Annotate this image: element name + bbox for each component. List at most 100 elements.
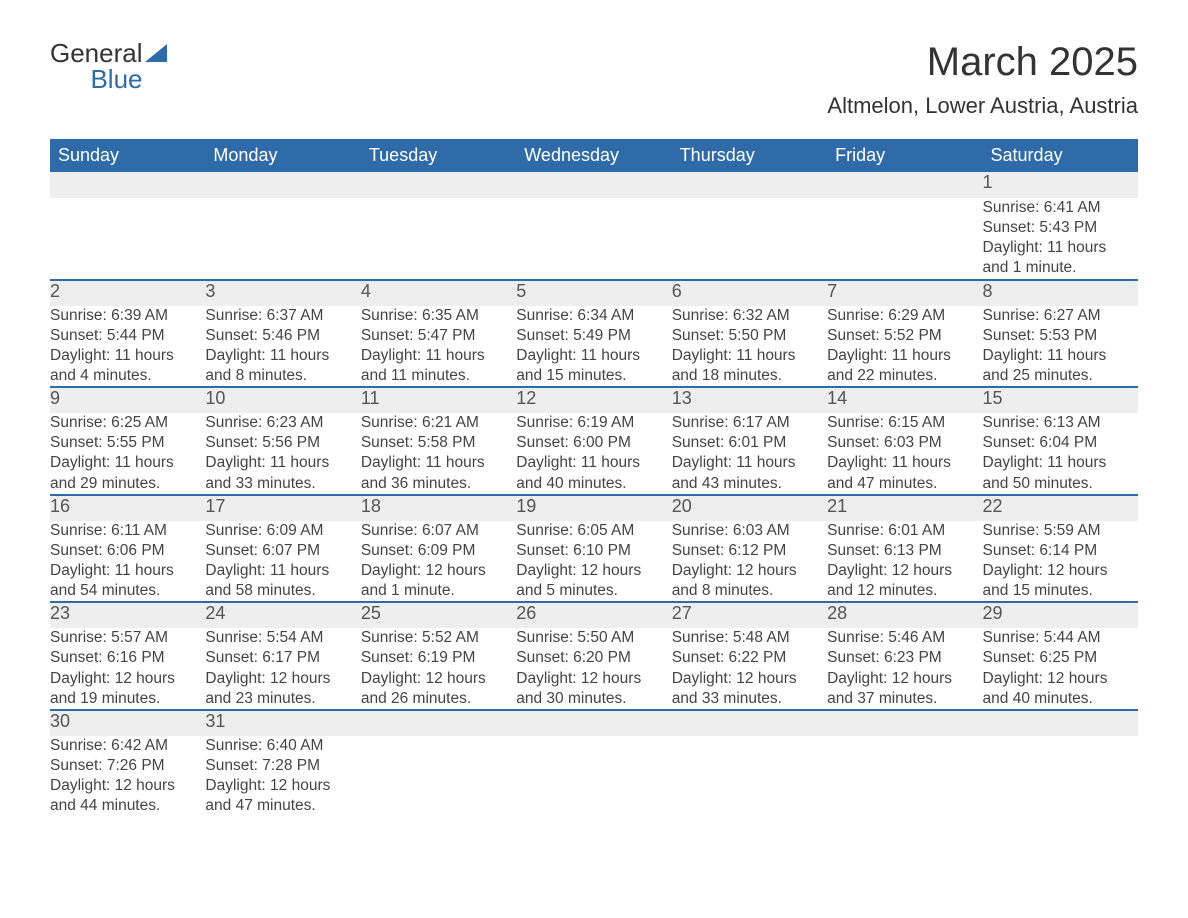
day-detail-cell: Sunrise: 6:41 AMSunset: 5:43 PMDaylight:…: [983, 198, 1138, 280]
daylight-line: Daylight: 11 hours: [50, 453, 205, 473]
day-detail-cell: Sunrise: 6:17 AMSunset: 6:01 PMDaylight:…: [672, 413, 827, 495]
weekday-header: Sunday: [50, 139, 205, 172]
day-detail-cell: Sunrise: 6:35 AMSunset: 5:47 PMDaylight:…: [361, 306, 516, 388]
daylight-line: and 5 minutes.: [516, 581, 671, 601]
daylight-line: Daylight: 12 hours: [50, 776, 205, 796]
daylight-line: Daylight: 11 hours: [827, 346, 982, 366]
day-number-cell: 28: [827, 602, 982, 628]
day-detail-cell: Sunrise: 6:37 AMSunset: 5:46 PMDaylight:…: [205, 306, 360, 388]
day-number-cell: 16: [50, 495, 205, 521]
daylight-line: Daylight: 11 hours: [672, 346, 827, 366]
sunrise-line: Sunrise: 5:48 AM: [672, 628, 827, 648]
day-detail-cell: Sunrise: 6:09 AMSunset: 6:07 PMDaylight:…: [205, 521, 360, 603]
day-number-cell: [50, 172, 205, 198]
weekday-header: Monday: [205, 139, 360, 172]
sunset-line: Sunset: 6:04 PM: [983, 433, 1138, 453]
daylight-line: Daylight: 11 hours: [516, 346, 671, 366]
daylight-line: and 40 minutes.: [983, 689, 1138, 709]
daylight-line: and 15 minutes.: [516, 366, 671, 386]
location: Altmelon, Lower Austria, Austria: [827, 93, 1138, 119]
day-number-cell: [672, 172, 827, 198]
sunset-line: Sunset: 5:49 PM: [516, 326, 671, 346]
daylight-line: and 47 minutes.: [205, 796, 360, 816]
daylight-line: Daylight: 12 hours: [205, 669, 360, 689]
sunset-line: Sunset: 7:26 PM: [50, 756, 205, 776]
sunrise-line: Sunrise: 5:59 AM: [983, 521, 1138, 541]
sunrise-line: Sunrise: 6:35 AM: [361, 306, 516, 326]
header: General Blue March 2025 Altmelon, Lower …: [50, 40, 1138, 119]
daylight-line: and 22 minutes.: [827, 366, 982, 386]
daylight-line: Daylight: 12 hours: [672, 669, 827, 689]
daylight-line: and 1 minute.: [983, 258, 1138, 278]
day-detail-cell: Sunrise: 6:32 AMSunset: 5:50 PMDaylight:…: [672, 306, 827, 388]
day-number-cell: 10: [205, 387, 360, 413]
daylight-line: Daylight: 11 hours: [205, 561, 360, 581]
sunrise-line: Sunrise: 5:54 AM: [205, 628, 360, 648]
sunset-line: Sunset: 6:06 PM: [50, 541, 205, 561]
daylight-line: Daylight: 12 hours: [516, 669, 671, 689]
daylight-line: Daylight: 11 hours: [205, 346, 360, 366]
day-number-cell: 6: [672, 280, 827, 306]
daylight-line: Daylight: 11 hours: [361, 453, 516, 473]
detail-row: Sunrise: 5:57 AMSunset: 6:16 PMDaylight:…: [50, 628, 1138, 710]
daynum-row: 1: [50, 172, 1138, 198]
day-number-cell: [516, 710, 671, 736]
sunrise-line: Sunrise: 6:09 AM: [205, 521, 360, 541]
day-number-cell: [983, 710, 1138, 736]
day-number-cell: 26: [516, 602, 671, 628]
day-number-cell: 11: [361, 387, 516, 413]
daylight-line: Daylight: 12 hours: [983, 561, 1138, 581]
weekday-header: Thursday: [672, 139, 827, 172]
daylight-line: and 44 minutes.: [50, 796, 205, 816]
daylight-line: Daylight: 11 hours: [983, 453, 1138, 473]
day-number-cell: [516, 172, 671, 198]
daylight-line: Daylight: 12 hours: [827, 561, 982, 581]
day-number-cell: 31: [205, 710, 360, 736]
day-detail-cell: Sunrise: 6:23 AMSunset: 5:56 PMDaylight:…: [205, 413, 360, 495]
day-detail-cell: Sunrise: 5:54 AMSunset: 6:17 PMDaylight:…: [205, 628, 360, 710]
sunset-line: Sunset: 6:23 PM: [827, 648, 982, 668]
day-detail-cell: Sunrise: 5:57 AMSunset: 6:16 PMDaylight:…: [50, 628, 205, 710]
day-detail-cell: Sunrise: 6:07 AMSunset: 6:09 PMDaylight:…: [361, 521, 516, 603]
sunrise-line: Sunrise: 5:50 AM: [516, 628, 671, 648]
day-detail-cell: Sunrise: 6:42 AMSunset: 7:26 PMDaylight:…: [50, 736, 205, 817]
sunrise-line: Sunrise: 6:15 AM: [827, 413, 982, 433]
daylight-line: and 37 minutes.: [827, 689, 982, 709]
day-detail-cell: Sunrise: 5:46 AMSunset: 6:23 PMDaylight:…: [827, 628, 982, 710]
daylight-line: Daylight: 12 hours: [50, 669, 205, 689]
daylight-line: Daylight: 11 hours: [516, 453, 671, 473]
sunrise-line: Sunrise: 6:42 AM: [50, 736, 205, 756]
sunrise-line: Sunrise: 6:39 AM: [50, 306, 205, 326]
day-detail-cell: [827, 198, 982, 280]
daylight-line: Daylight: 11 hours: [50, 346, 205, 366]
detail-row: Sunrise: 6:25 AMSunset: 5:55 PMDaylight:…: [50, 413, 1138, 495]
sunset-line: Sunset: 5:50 PM: [672, 326, 827, 346]
logo: General Blue: [50, 40, 167, 92]
day-detail-cell: [361, 736, 516, 817]
sunset-line: Sunset: 6:20 PM: [516, 648, 671, 668]
sunrise-line: Sunrise: 6:07 AM: [361, 521, 516, 541]
day-detail-cell: Sunrise: 6:13 AMSunset: 6:04 PMDaylight:…: [983, 413, 1138, 495]
day-number-cell: 18: [361, 495, 516, 521]
day-number-cell: 2: [50, 280, 205, 306]
day-number-cell: 12: [516, 387, 671, 413]
day-number-cell: 23: [50, 602, 205, 628]
day-detail-cell: [516, 198, 671, 280]
sunset-line: Sunset: 6:16 PM: [50, 648, 205, 668]
day-number-cell: 25: [361, 602, 516, 628]
sunrise-line: Sunrise: 6:23 AM: [205, 413, 360, 433]
sunrise-line: Sunrise: 6:29 AM: [827, 306, 982, 326]
daylight-line: and 18 minutes.: [672, 366, 827, 386]
daynum-row: 3031: [50, 710, 1138, 736]
day-detail-cell: Sunrise: 6:25 AMSunset: 5:55 PMDaylight:…: [50, 413, 205, 495]
daylight-line: and 15 minutes.: [983, 581, 1138, 601]
daylight-line: and 36 minutes.: [361, 474, 516, 494]
day-detail-cell: Sunrise: 6:11 AMSunset: 6:06 PMDaylight:…: [50, 521, 205, 603]
sunset-line: Sunset: 5:43 PM: [983, 218, 1138, 238]
weekday-header: Tuesday: [361, 139, 516, 172]
sunset-line: Sunset: 6:14 PM: [983, 541, 1138, 561]
daylight-line: and 11 minutes.: [361, 366, 516, 386]
day-detail-cell: Sunrise: 6:27 AMSunset: 5:53 PMDaylight:…: [983, 306, 1138, 388]
sunset-line: Sunset: 6:00 PM: [516, 433, 671, 453]
month-title: March 2025: [827, 40, 1138, 85]
